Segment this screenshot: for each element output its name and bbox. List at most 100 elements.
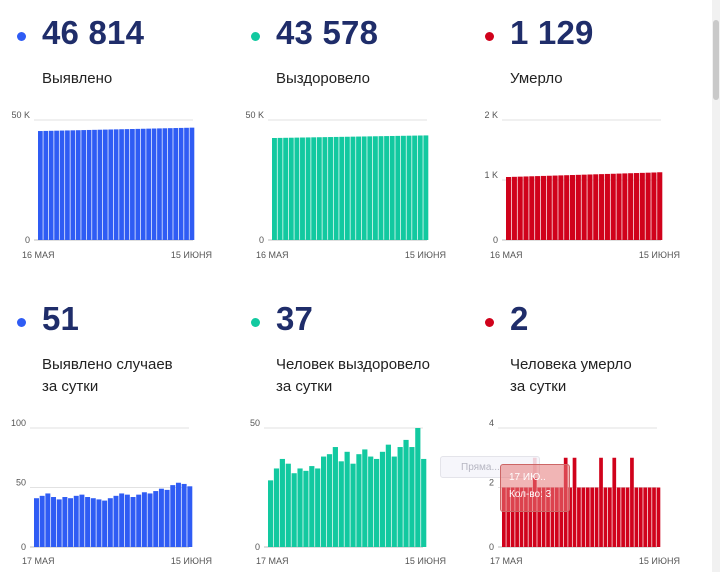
bar xyxy=(279,458,285,547)
bar xyxy=(374,458,380,547)
daily-confirmed-label: Выявлено случаев за сутки xyxy=(42,356,173,395)
bar xyxy=(344,451,350,547)
series-dot xyxy=(251,318,260,327)
x-end-label: 15 ИЮНЯ xyxy=(639,556,680,566)
bar xyxy=(119,129,124,240)
x-end-label: 15 ИЮНЯ xyxy=(405,556,446,566)
total-confirmed-value: 46 814 xyxy=(42,14,145,51)
bar xyxy=(79,494,85,547)
bar xyxy=(603,487,608,547)
bar xyxy=(321,456,327,547)
bar xyxy=(130,497,136,547)
bar xyxy=(630,457,634,547)
bar xyxy=(519,487,524,547)
bar xyxy=(34,498,39,547)
chart-deaths: 0 1 K 2 K 16 МАЯ 15 ИЮНЯ xyxy=(484,110,680,260)
bar xyxy=(395,135,401,240)
bar xyxy=(577,487,581,547)
bar xyxy=(361,136,367,240)
bar xyxy=(417,135,423,240)
panel-confirmed: 46 814 Выявлено xyxy=(0,0,234,286)
bar xyxy=(523,176,529,240)
bar xyxy=(550,487,555,547)
bar xyxy=(423,135,429,240)
bar xyxy=(311,137,317,240)
bar xyxy=(43,130,49,240)
bar xyxy=(90,498,96,547)
bar xyxy=(362,449,368,547)
y-tick-label: 0 xyxy=(255,542,260,552)
bar xyxy=(181,483,187,547)
panel-daily-recovered: 37 Человек выздоровело за сутки xyxy=(234,286,468,572)
bar xyxy=(146,128,151,240)
series-dot xyxy=(17,318,26,327)
bar xyxy=(628,173,634,240)
bar xyxy=(344,136,350,240)
bar xyxy=(412,135,418,240)
y-tick-label: 100 xyxy=(11,418,26,428)
bar xyxy=(517,176,523,240)
y-tick-label: 50 xyxy=(250,418,260,428)
bar xyxy=(585,487,590,547)
bar xyxy=(540,175,547,240)
bar xyxy=(332,447,338,547)
bar xyxy=(70,130,76,240)
bar xyxy=(283,137,289,240)
bar xyxy=(528,487,533,547)
bar xyxy=(96,499,102,547)
bar xyxy=(409,447,415,547)
bar xyxy=(634,487,639,547)
bar xyxy=(170,485,176,547)
bar xyxy=(272,138,277,240)
x-start-label: 16 МАЯ xyxy=(22,250,55,260)
bar xyxy=(610,173,616,240)
bar xyxy=(367,136,373,240)
bar xyxy=(590,487,595,547)
panel-deaths: 1 129 Умерло xyxy=(468,0,702,286)
bar xyxy=(594,487,599,547)
bar xyxy=(389,135,395,240)
bar xyxy=(322,137,328,240)
bar xyxy=(384,136,390,240)
bar xyxy=(558,175,564,240)
y-tick-label: 0 xyxy=(259,235,264,245)
bar xyxy=(113,129,119,240)
bar xyxy=(277,137,283,240)
bar xyxy=(647,487,652,547)
bar xyxy=(569,175,576,240)
series-dot xyxy=(485,318,494,327)
bar xyxy=(612,457,617,547)
bar xyxy=(581,174,587,240)
page-scrollbar[interactable] xyxy=(712,0,720,572)
x-start-label: 16 МАЯ xyxy=(490,250,523,260)
total-recovered-value: 43 578 xyxy=(276,14,379,51)
total-deaths-value: 1 129 xyxy=(510,14,594,51)
bar xyxy=(309,466,315,547)
x-start-label: 17 МАЯ xyxy=(256,556,289,566)
series-dot xyxy=(251,32,260,41)
bar xyxy=(59,130,65,240)
bar xyxy=(326,454,333,547)
bar xyxy=(175,482,181,547)
bar xyxy=(297,468,303,547)
bar xyxy=(643,487,648,547)
bar xyxy=(92,129,97,240)
x-end-label: 15 ИЮНЯ xyxy=(405,250,446,260)
bar xyxy=(141,492,147,547)
tooltip-count: Кол-во: 3 xyxy=(509,489,552,500)
bar xyxy=(315,468,321,547)
bar xyxy=(151,128,157,240)
bar xyxy=(645,172,651,240)
tooltip-date: 17 ИЮ.. xyxy=(509,472,546,483)
bar xyxy=(38,131,43,240)
bar xyxy=(511,176,517,240)
daily-confirmed-value: 51 xyxy=(42,300,80,337)
bar xyxy=(86,129,92,240)
bar xyxy=(187,486,193,547)
bar xyxy=(593,174,599,240)
bar xyxy=(339,136,345,240)
bar xyxy=(368,456,374,547)
scrollbar-thumb[interactable] xyxy=(713,20,719,100)
y-tick-label: 0 xyxy=(21,542,26,552)
bar xyxy=(85,497,91,547)
